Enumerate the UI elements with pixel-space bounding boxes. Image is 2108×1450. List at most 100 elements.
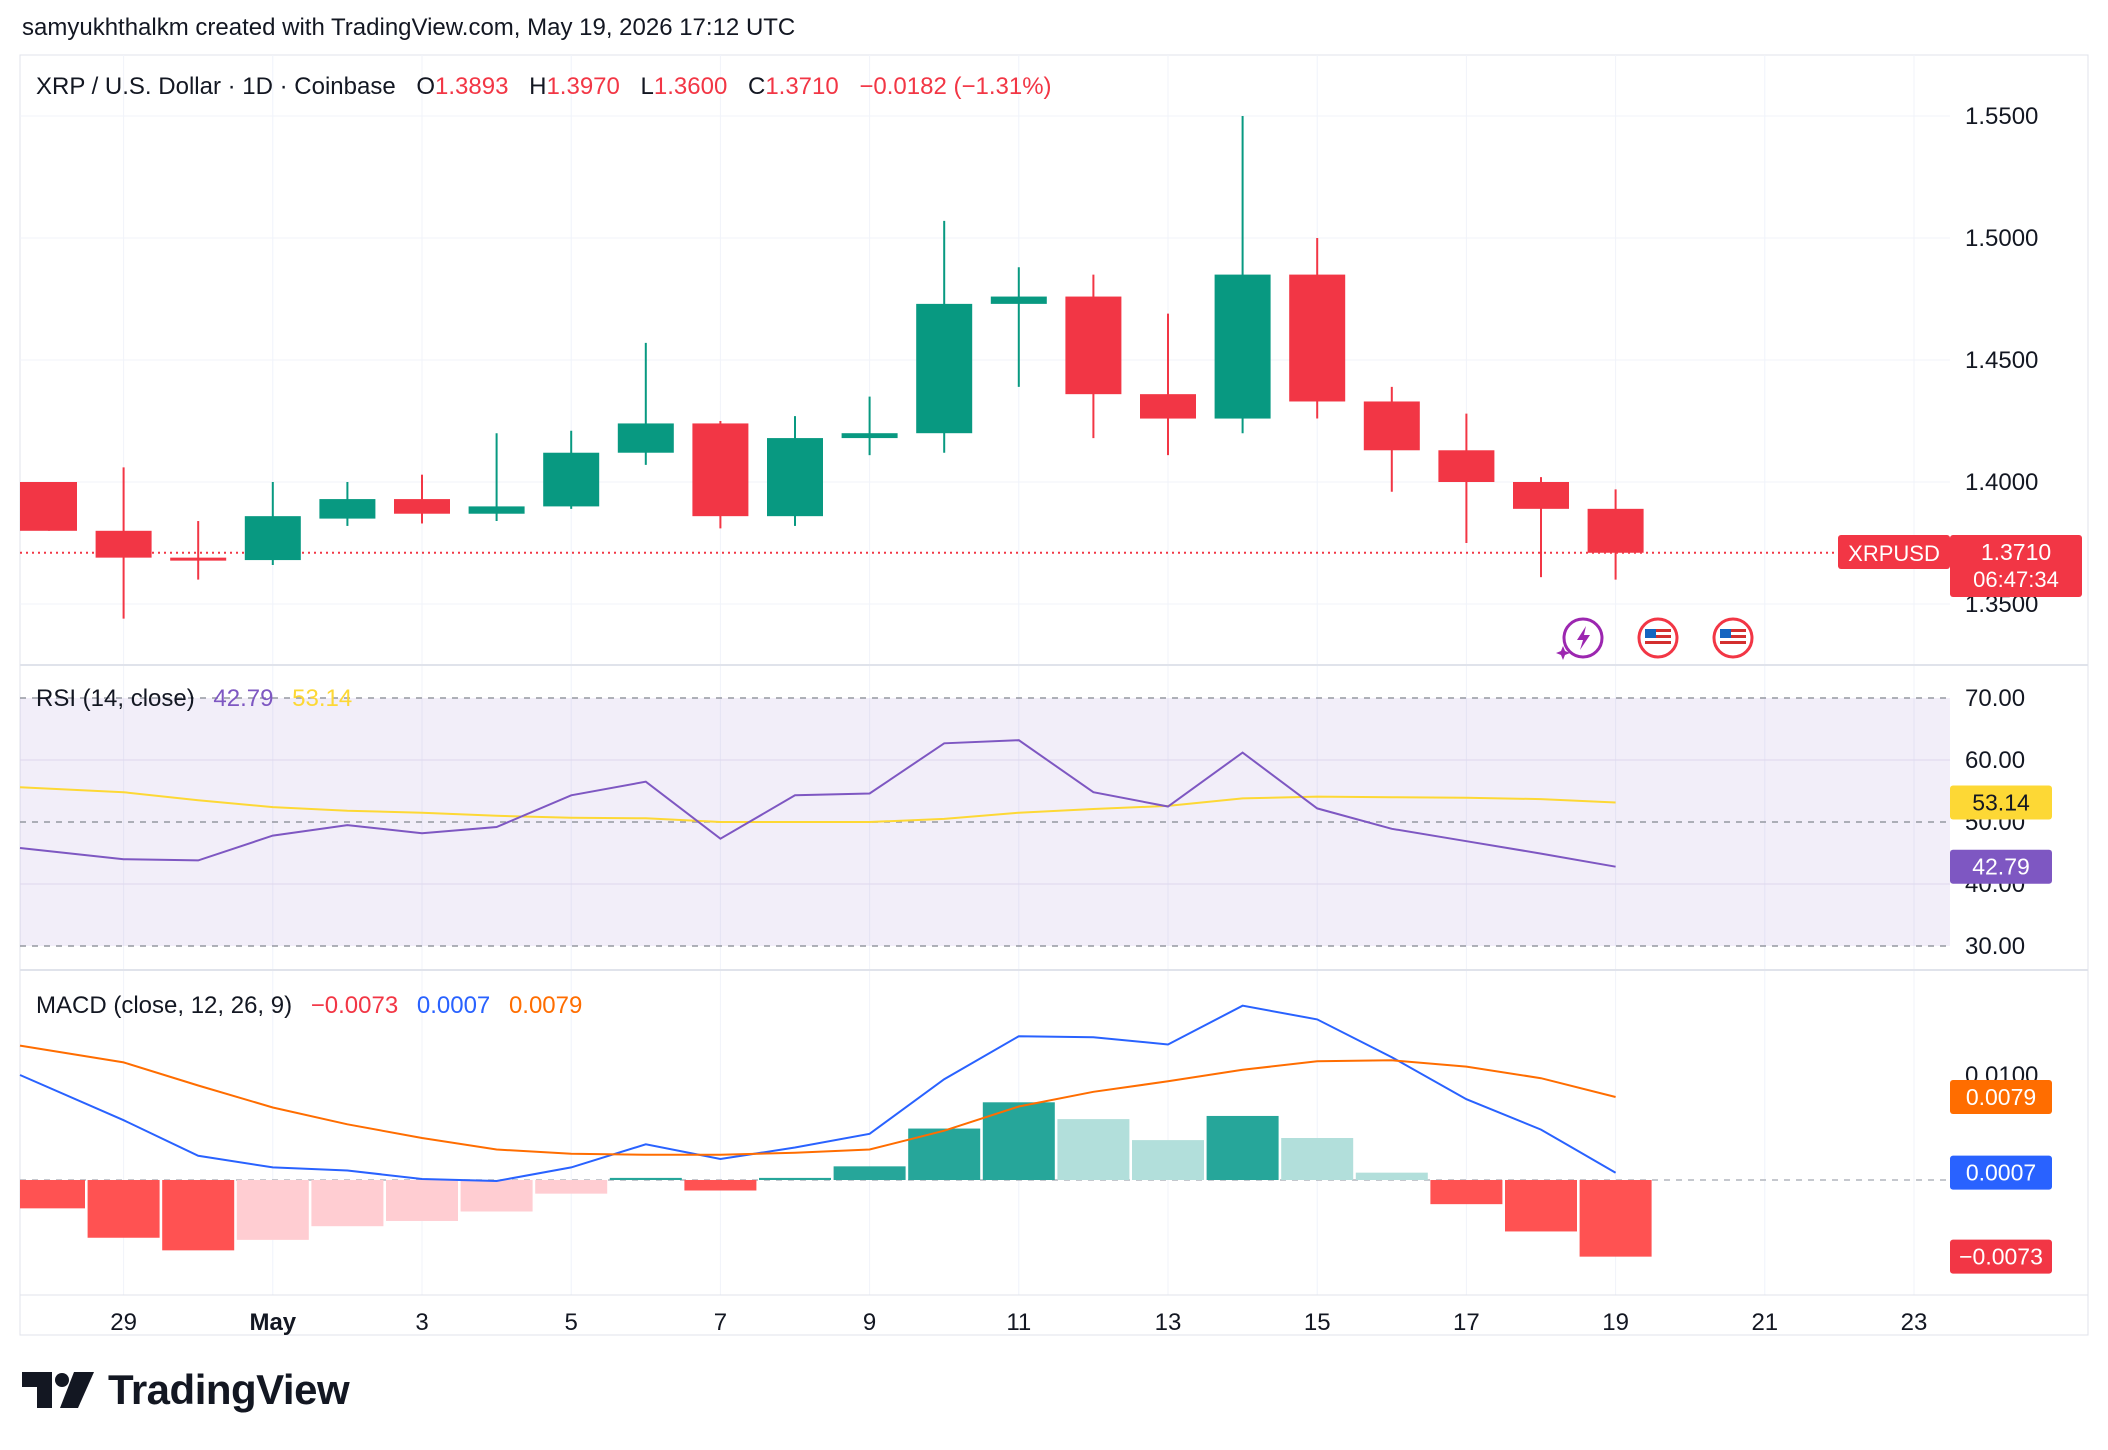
macd-signal-line[interactable]: [19, 1044, 1616, 1156]
macd-histogram-bar[interactable]: [833, 1166, 906, 1180]
close-value: 1.3710: [765, 73, 838, 100]
macd-legend-value: 0.0007: [417, 992, 490, 1019]
candle[interactable]: [1513, 477, 1569, 578]
time-tick-label: 15: [1304, 1309, 1331, 1336]
rsi-ma-line[interactable]: [19, 786, 1616, 823]
time-tick-label: 13: [1155, 1309, 1182, 1336]
time-tick-label: 19: [1602, 1309, 1629, 1336]
macd-histogram-bar[interactable]: [460, 1180, 533, 1212]
rsi-value-tag: 42.79: [1972, 854, 2030, 880]
candle[interactable]: [20, 482, 77, 531]
macd-histogram-bar[interactable]: [1355, 1172, 1428, 1180]
macd-histogram[interactable]: [20, 1102, 1652, 1257]
candle-body: [1065, 296, 1122, 395]
price-tick-label: 1.5500: [1965, 103, 2038, 130]
histogram-value-tag: −0.0073: [1959, 1244, 2043, 1270]
rsi-tick-label: 30.00: [1965, 933, 2025, 960]
macd-histogram-bar[interactable]: [162, 1180, 235, 1251]
macd-histogram-bar[interactable]: [87, 1180, 160, 1238]
candle-body: [1438, 450, 1495, 482]
candle[interactable]: [1289, 238, 1346, 419]
candle[interactable]: [244, 482, 301, 565]
macd-histogram-bar[interactable]: [236, 1180, 309, 1240]
rsi-line[interactable]: [19, 739, 1616, 868]
candlestick-series[interactable]: [20, 116, 1644, 619]
candle[interactable]: [617, 342, 674, 465]
macd-histogram-bar[interactable]: [684, 1180, 757, 1191]
candle-body: [1214, 274, 1271, 419]
candle[interactable]: [543, 430, 600, 509]
time-tick-label: 3: [415, 1309, 428, 1336]
rsi-legend-label[interactable]: RSI (14, close): [36, 685, 195, 712]
macd-histogram-bar[interactable]: [1057, 1119, 1130, 1180]
candle[interactable]: [916, 220, 973, 453]
macd-histogram-bar[interactable]: [1579, 1180, 1652, 1257]
macd-histogram-bar[interactable]: [1430, 1180, 1503, 1205]
rsi-tick-label: 70.00: [1965, 685, 2025, 712]
candle-body: [319, 499, 376, 519]
candle[interactable]: [95, 467, 152, 619]
last-price-tag[interactable]: XRPUSD 1.3710 06:47:34: [1838, 535, 2082, 597]
candle-body: [394, 499, 450, 514]
candle[interactable]: [692, 421, 749, 529]
macd-legend-label[interactable]: MACD (close, 12, 26, 9): [36, 992, 292, 1019]
macd-legend: MACD (close, 12, 26, 9) −0.0073 0.0007 0…: [36, 992, 582, 1019]
macd-histogram-bar[interactable]: [20, 1180, 85, 1209]
us-flag-event-icon[interactable]: [1712, 617, 1754, 659]
macd-histogram-bar[interactable]: [1281, 1138, 1354, 1180]
time-tick-label: 21: [1751, 1309, 1778, 1336]
candle[interactable]: [319, 482, 376, 526]
macd-histogram-bar[interactable]: [1505, 1180, 1577, 1232]
rsi-ma-legend-value: 53.14: [292, 685, 352, 712]
time-axis[interactable]: 29 May 3 5 7 9 11 13 15 17 19 21 23: [110, 1309, 1927, 1336]
candle[interactable]: [1140, 313, 1196, 456]
macd-histogram-bar[interactable]: [386, 1180, 458, 1221]
rsi-legend-value: 42.79: [213, 685, 273, 712]
macd-histogram-bar[interactable]: [609, 1177, 682, 1180]
macd-histogram-bar[interactable]: [535, 1180, 608, 1194]
candle[interactable]: [990, 267, 1047, 387]
candle[interactable]: [841, 396, 898, 456]
candle-body: [767, 438, 823, 517]
candle-body: [543, 452, 600, 507]
macd-histogram-bar[interactable]: [759, 1177, 831, 1180]
macd-histogram-bar[interactable]: [311, 1180, 384, 1227]
candle-body: [20, 482, 77, 531]
candle[interactable]: [394, 474, 450, 524]
time-tick-label: 23: [1901, 1309, 1928, 1336]
time-tick-label: 9: [863, 1309, 876, 1336]
price-tick-label: 1.4000: [1965, 469, 2038, 496]
signal-legend-value: 0.0079: [509, 992, 582, 1019]
countdown-value: 06:47:34: [1973, 567, 2059, 592]
symbol-tag-box: [1838, 535, 1950, 569]
low-label: L: [641, 73, 654, 100]
open-value: 1.3893: [435, 73, 508, 100]
candle[interactable]: [1363, 386, 1420, 492]
rsi-legend: RSI (14, close) 42.79 53.14: [36, 685, 352, 712]
candle-body: [617, 423, 674, 453]
candle[interactable]: [170, 521, 227, 580]
lightning-event-icon[interactable]: [1556, 617, 1604, 660]
macd-histogram-bar[interactable]: [1132, 1140, 1204, 1180]
rsi-level-lines: [20, 697, 1950, 947]
symbol-title[interactable]: XRP / U.S. Dollar · 1D · Coinbase: [36, 73, 396, 100]
macd-histogram-bar[interactable]: [1206, 1115, 1279, 1180]
macd-line[interactable]: [19, 1004, 1617, 1183]
high-value: 1.3970: [546, 73, 619, 100]
tradingview-logo[interactable]: TradingView: [22, 1366, 350, 1414]
candle[interactable]: [767, 416, 823, 526]
time-tick-label: May: [249, 1309, 296, 1336]
signal-value-tag-box: [1950, 1080, 2052, 1115]
candle[interactable]: [1438, 413, 1495, 543]
candle[interactable]: [1587, 489, 1644, 580]
tradingview-logo-icon: [22, 1372, 94, 1408]
candle[interactable]: [468, 433, 525, 522]
candle-body: [468, 506, 525, 514]
close-label: C: [748, 73, 765, 100]
candle[interactable]: [1065, 274, 1122, 439]
change-value: −0.0182 (−1.31%): [859, 73, 1051, 100]
us-flag-event-icon[interactable]: [1637, 617, 1679, 659]
candle[interactable]: [1214, 116, 1271, 434]
